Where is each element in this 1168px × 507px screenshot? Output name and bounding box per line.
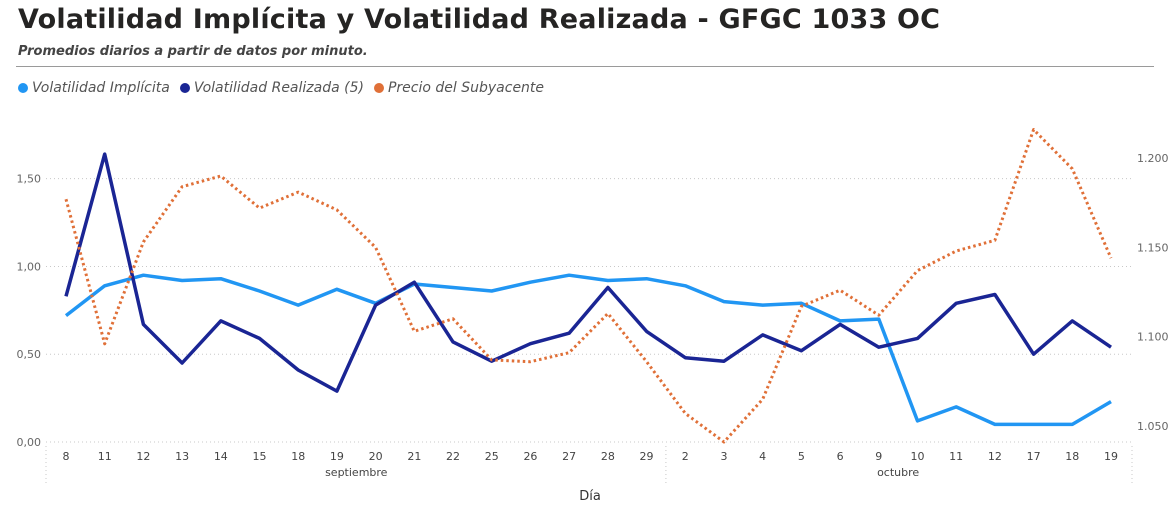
x-tick-label: 20 — [369, 450, 383, 463]
x-group-label: octubre — [877, 466, 919, 479]
x-tick-label: 2 — [682, 450, 689, 463]
x-tick-label: 3 — [720, 450, 727, 463]
y-right-tick-label: 1.150 — [1137, 241, 1168, 254]
legend-dot-icon — [373, 83, 384, 93]
x-tick-label: 29 — [640, 450, 654, 463]
x-tick-label: 12 — [136, 450, 150, 463]
y-left-tick-label: 0,50 — [17, 348, 42, 361]
y-left-tick-label: 0,00 — [17, 436, 42, 449]
x-tick-label: 22 — [446, 450, 460, 463]
x-tick-label: 5 — [798, 450, 805, 463]
x-tick-label: 9 — [875, 450, 882, 463]
x-group-label: septiembre — [325, 466, 388, 479]
legend-label: Volatilidad Realizada (5) — [193, 80, 364, 96]
x-tick-label: 18 — [291, 450, 305, 463]
x-tick-label: 10 — [910, 450, 924, 463]
x-tick-label: 18 — [1065, 450, 1079, 463]
x-tick-label: 12 — [988, 450, 1002, 463]
x-tick-label: 13 — [175, 450, 189, 463]
x-tick-label: 28 — [601, 450, 615, 463]
x-tick-label: 15 — [253, 450, 267, 463]
legend-item-implied-vol[interactable]: Volatilidad Implícita — [18, 80, 170, 96]
legend-label: Precio del Subyacente — [387, 80, 545, 96]
x-tick-label: 6 — [837, 450, 844, 463]
x-tick-label: 25 — [485, 450, 499, 463]
x-axis-title: Día — [579, 489, 601, 504]
title-divider — [16, 66, 1154, 67]
x-tick-label: 26 — [523, 450, 537, 463]
legend-label: Volatilidad Implícita — [32, 80, 170, 96]
x-tick-label: 11 — [949, 450, 963, 463]
y-right-tick-label: 1.200 — [1137, 152, 1168, 165]
x-tick-label: 27 — [562, 450, 576, 463]
x-tick-label: 19 — [1104, 450, 1118, 463]
series-line-realized-vol — [64, 152, 1112, 393]
page-title: Volatilidad Implícita y Volatilidad Real… — [18, 4, 941, 35]
x-tick-label: 4 — [759, 450, 766, 463]
y-right-tick-label: 1.050 — [1137, 420, 1168, 433]
legend-item-realized-vol[interactable]: Volatilidad Realizada (5) — [179, 80, 364, 96]
legend-dot-icon — [179, 83, 190, 93]
y-left-tick-label: 1,50 — [17, 173, 42, 186]
series-line-underlying-price — [64, 128, 1113, 444]
x-tick-label: 21 — [407, 450, 421, 463]
legend-dot-icon — [18, 83, 28, 93]
x-tick-label: 11 — [98, 450, 112, 463]
chart-legend: Volatilidad Implícita Volatilidad Realiz… — [18, 80, 554, 96]
y-left-tick-label: 1,00 — [17, 260, 42, 273]
x-tick-label: 14 — [214, 450, 228, 463]
series-line-implied-vol — [64, 273, 1112, 427]
y-right-tick-label: 1.100 — [1137, 331, 1168, 344]
x-tick-label: 8 — [63, 450, 70, 463]
x-tick-label: 19 — [330, 450, 344, 463]
x-tick-label: 17 — [1027, 450, 1041, 463]
legend-item-underlying-price[interactable]: Precio del Subyacente — [373, 80, 545, 96]
page-subtitle: Promedios diarios a partir de datos por … — [18, 44, 368, 59]
